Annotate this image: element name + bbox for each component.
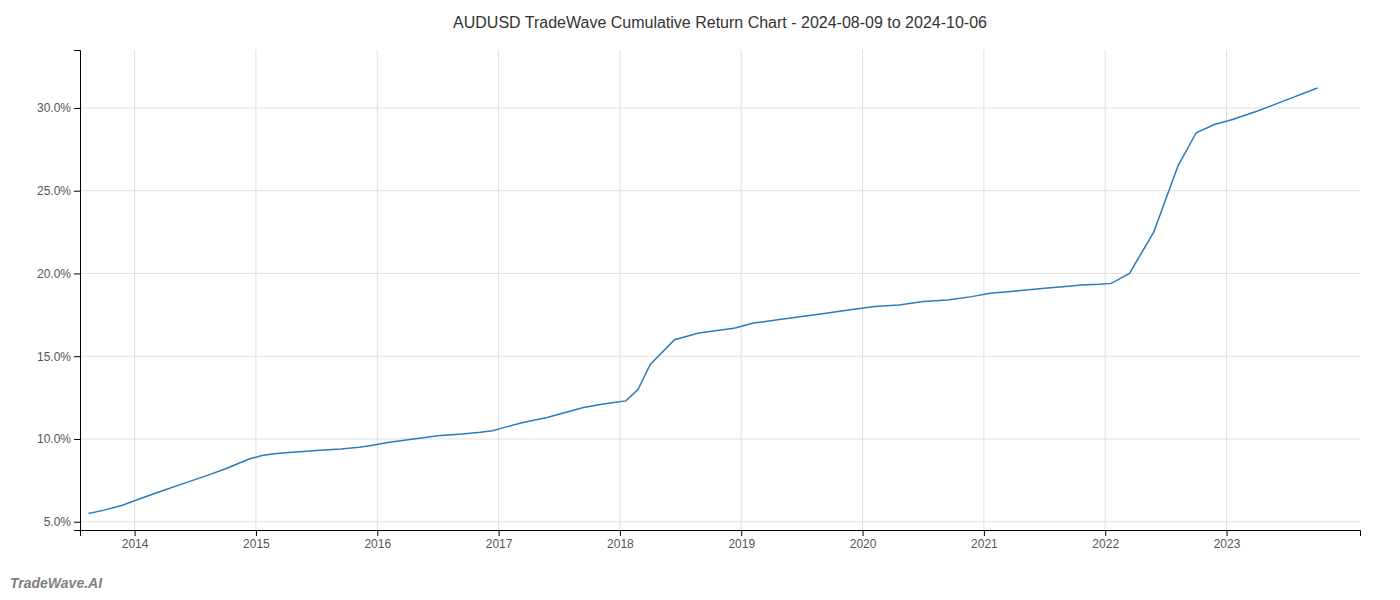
x-tick-label: 2022 bbox=[1092, 537, 1119, 551]
x-tick: 2014 bbox=[122, 530, 149, 551]
grid-line-x bbox=[619, 50, 620, 530]
x-tick-mark bbox=[984, 530, 985, 536]
y-tick-mark bbox=[74, 273, 80, 274]
grid-line-y bbox=[80, 356, 1360, 357]
x-tick-label: 2015 bbox=[243, 537, 270, 551]
y-tick-label: 15.0% bbox=[37, 350, 71, 364]
grid-line-y bbox=[80, 438, 1360, 439]
chart-title: AUDUSD TradeWave Cumulative Return Chart… bbox=[453, 14, 987, 31]
chart-container: 2014 2015 2016 2017 2018 2019 2020 2021 2022 2023… bbox=[0, 0, 1400, 600]
x-tick-label: 2017 bbox=[486, 537, 513, 551]
grid-line-y bbox=[80, 273, 1360, 274]
y-axis: 5.0% 10.0% 15.0% 20.0% 25.0% 30.0% bbox=[37, 51, 81, 531]
x-tick-label: 2018 bbox=[607, 537, 634, 551]
x-tick-label: 2023 bbox=[1214, 537, 1241, 551]
y-tick-mark bbox=[74, 522, 80, 523]
grid-line-x bbox=[741, 50, 742, 530]
grid-line-x bbox=[862, 50, 863, 530]
y-tick: 20.0% bbox=[37, 267, 80, 281]
watermark: TradeWave.AI bbox=[10, 575, 103, 591]
grid-line-x bbox=[983, 50, 984, 530]
plot-area bbox=[88, 88, 1317, 513]
y-tick-mark bbox=[74, 356, 80, 357]
x-tick: 2023 bbox=[1214, 530, 1241, 551]
grid-line-x bbox=[1105, 50, 1106, 530]
y-tick: 30.0% bbox=[37, 101, 80, 115]
y-tick: 5.0% bbox=[44, 515, 80, 529]
y-tick-label: 10.0% bbox=[37, 432, 71, 446]
y-tick-label: 5.0% bbox=[44, 515, 72, 529]
x-tick: 2021 bbox=[971, 530, 998, 551]
x-tick-mark bbox=[1227, 530, 1228, 536]
y-tick-label: 20.0% bbox=[37, 267, 71, 281]
x-tick: 2022 bbox=[1092, 530, 1119, 551]
x-tick-label: 2021 bbox=[971, 537, 998, 551]
chart-svg: 2014 2015 2016 2017 2018 2019 2020 2021 2022 2023… bbox=[0, 0, 1400, 600]
x-tick: 2016 bbox=[364, 530, 391, 551]
x-tick: 2018 bbox=[607, 530, 634, 551]
x-tick-label: 2019 bbox=[728, 537, 755, 551]
x-tick: 2015 bbox=[243, 530, 270, 551]
data-line bbox=[88, 88, 1317, 513]
x-tick-mark bbox=[863, 530, 864, 536]
x-tick: 2017 bbox=[486, 530, 513, 551]
x-tick-mark bbox=[377, 530, 378, 536]
x-tick-label: 2020 bbox=[850, 537, 877, 551]
grid-line-y bbox=[80, 107, 1360, 108]
x-axis-line bbox=[81, 531, 1361, 537]
y-tick-mark bbox=[74, 191, 80, 192]
y-tick: 10.0% bbox=[37, 432, 80, 446]
y-tick-mark bbox=[74, 108, 80, 109]
x-tick-mark bbox=[135, 530, 136, 536]
grid-line-x bbox=[134, 50, 135, 530]
y-tick: 25.0% bbox=[37, 184, 80, 198]
grid-line-y bbox=[80, 521, 1360, 522]
y-axis-line bbox=[74, 51, 81, 531]
y-tick-label: 30.0% bbox=[37, 101, 71, 115]
grid-line-x bbox=[377, 50, 378, 530]
grid bbox=[80, 50, 1360, 530]
x-tick-label: 2014 bbox=[122, 537, 149, 551]
x-tick-label: 2016 bbox=[364, 537, 391, 551]
y-tick: 15.0% bbox=[37, 350, 80, 364]
x-tick: 2020 bbox=[850, 530, 877, 551]
x-tick-mark bbox=[741, 530, 742, 536]
grid-line-x bbox=[498, 50, 499, 530]
x-tick-mark bbox=[499, 530, 500, 536]
x-tick-mark bbox=[256, 530, 257, 536]
x-axis: 2014 2015 2016 2017 2018 2019 2020 2021 2022 2023 bbox=[81, 530, 1361, 551]
x-tick-mark bbox=[620, 530, 621, 536]
x-tick: 2019 bbox=[728, 530, 755, 551]
y-tick-mark bbox=[74, 439, 80, 440]
y-tick-label: 25.0% bbox=[37, 184, 71, 198]
x-tick-mark bbox=[1105, 530, 1106, 536]
